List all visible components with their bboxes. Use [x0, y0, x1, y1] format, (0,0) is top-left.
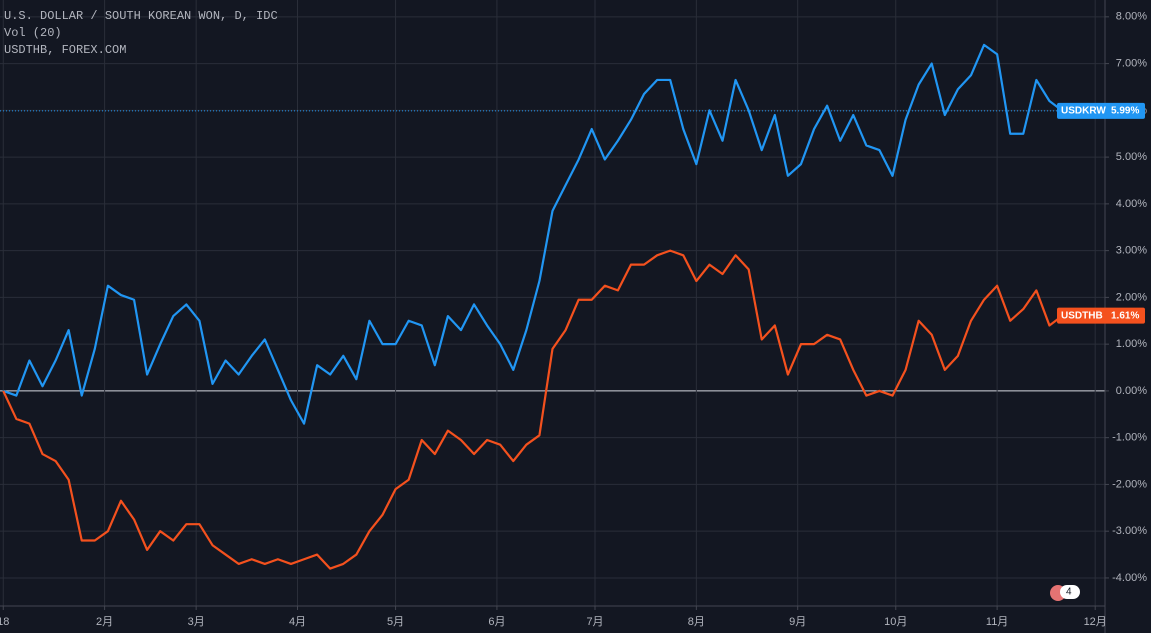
x-tick-label: 8月: [688, 616, 705, 628]
y-tick-label: -2.00%: [1112, 478, 1147, 490]
price-tag-name: USDTHB: [1061, 310, 1103, 321]
price-tag: [1057, 102, 1145, 119]
x-tick-label: 9月: [789, 616, 806, 628]
y-tick-label: 8.00%: [1116, 11, 1147, 23]
x-tick-label: 18: [0, 616, 9, 628]
price-tag-value: 5.99%: [1111, 105, 1139, 116]
x-tick-label: 7月: [586, 616, 603, 628]
compare-label: USDTHB, FOREX.COM: [4, 43, 126, 57]
y-tick-label: 5.00%: [1116, 151, 1147, 163]
x-tick-label: 3月: [188, 616, 205, 628]
price-tag: [1057, 307, 1145, 324]
y-tick-label: 4.00%: [1116, 198, 1147, 210]
chart-title: U.S. DOLLAR / SOUTH KOREAN WON, D, IDC: [4, 9, 278, 23]
price-tag-value: 1.61%: [1111, 310, 1139, 321]
badge-count[interactable]: 4: [1066, 587, 1072, 598]
x-tick-label: 12月: [1084, 616, 1107, 628]
x-tick-label: 6月: [488, 616, 505, 628]
y-tick-label: 1.00%: [1116, 338, 1147, 350]
y-tick-label: 7.00%: [1116, 57, 1147, 69]
series-line: [2, 249, 1064, 570]
y-tick-label: 0.00%: [1116, 385, 1147, 397]
grid: [0, 0, 1105, 606]
y-tick-label: -4.00%: [1112, 572, 1147, 584]
indicator-label: Vol (20): [4, 26, 62, 40]
y-tick-label: -1.00%: [1112, 432, 1147, 444]
y-tick-label: 3.00%: [1116, 245, 1147, 257]
x-tick-label: 4月: [289, 616, 306, 628]
x-tick-label: 5月: [387, 616, 404, 628]
price-tag-name: USDKRW: [1061, 105, 1106, 116]
badge[interactable]: [1060, 585, 1080, 599]
x-tick-label: 10月: [884, 616, 907, 628]
y-tick-label: -3.00%: [1112, 525, 1147, 537]
x-tick-label: 2月: [96, 616, 113, 628]
plot: [2, 43, 1064, 570]
series-line: [2, 43, 1064, 425]
x-tick-label: 11月: [986, 616, 1008, 628]
y-tick-label: 2.00%: [1116, 291, 1147, 303]
